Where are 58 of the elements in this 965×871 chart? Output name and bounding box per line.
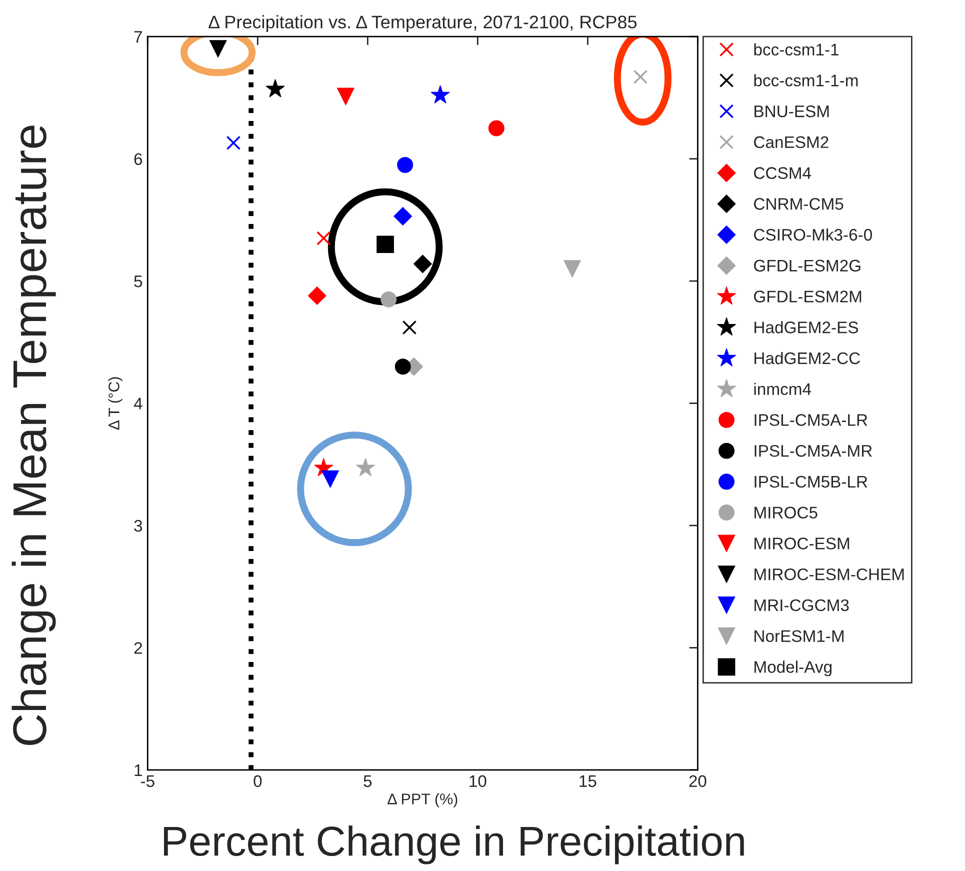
point [413,254,432,274]
y-tick-label: 1 [134,764,142,776]
x-tick-label: 15 [580,775,596,788]
legend-label: HadGEM2-ES [754,321,858,334]
x-tick-label: -5 [140,775,154,788]
point [402,320,417,335]
legend-label: CCSM4 [754,167,812,179]
x-tick-label: 5 [364,775,372,788]
x-axis-title: Δ PPT (%) [388,793,458,808]
y-tick-label: 7 [134,31,142,43]
chart-title: Δ Precipitation vs. Δ Temperature, 2071-2100, RCP85 [208,15,637,32]
point [380,291,397,308]
legend-label: GFDL-ESM2G [754,260,860,272]
legend-label: IPSL-CM5A-LR [754,414,868,426]
point [376,236,394,254]
point [316,231,331,246]
legend-label: CanESM2 [754,136,828,148]
legend-label: MIROC-ESM-CHEM [754,568,904,580]
x-tick-label: 10 [470,775,486,788]
legend-label: bcc-csm1-1 [754,43,839,56]
legend-label: CSIRO-Mk3-6-0 [754,228,872,241]
point [633,70,648,84]
legend-label: Model-Avg [754,660,832,676]
y-tick-label: 4 [134,398,142,410]
y-axis-title: Δ T (°C) [108,377,122,430]
legend-label: GFDL-ESM2M [754,290,862,302]
legend-label: HadGEM2-CC [754,352,860,364]
point [226,136,241,150]
point [397,156,414,173]
y-tick-label: 5 [134,276,142,288]
y-tick-label: 2 [134,642,142,654]
legend-label: IPSL-CM5A-MR [754,444,872,457]
x-tick-label: 0 [254,775,262,788]
legend-label: MIROC5 [754,506,818,519]
point [308,286,326,305]
point [266,79,285,98]
y-tick-label: 3 [134,520,142,532]
legend-label: MIROC-ESM [754,538,850,550]
point [394,207,412,226]
y-tick-label: 6 [134,153,142,166]
legend-label: NorESM1-M [754,630,844,642]
text: Change in Mean Temperature [12,126,56,746]
point [209,40,227,58]
legend-label: CNRM-CM5 [754,198,844,210]
legend-label: BNU-ESM [754,105,829,118]
point [356,458,376,476]
legend-label: bcc-csm1-1-m [754,74,858,86]
x-tick-label: 20 [689,775,706,788]
legend-label: inmcm4 [754,382,812,396]
point [430,85,450,104]
point [336,88,354,106]
point [322,470,339,488]
point [488,120,504,136]
point [564,260,581,278]
legend-label: MRI-CGCM3 [754,599,849,612]
point [394,358,411,375]
legend-label: IPSL-CM5B-LR [754,476,868,488]
text: Percent Change in Precipitation [164,825,744,864]
